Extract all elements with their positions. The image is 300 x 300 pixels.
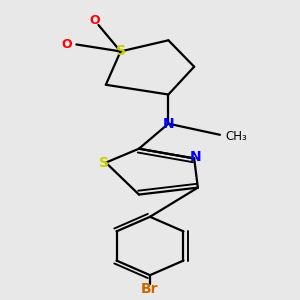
Text: N: N [190, 150, 202, 164]
Text: O: O [62, 38, 73, 51]
Text: S: S [116, 44, 126, 58]
Text: Br: Br [141, 282, 159, 296]
Text: O: O [89, 14, 100, 27]
Text: N: N [163, 117, 174, 131]
Text: S: S [99, 156, 109, 170]
Text: CH₃: CH₃ [226, 130, 247, 143]
